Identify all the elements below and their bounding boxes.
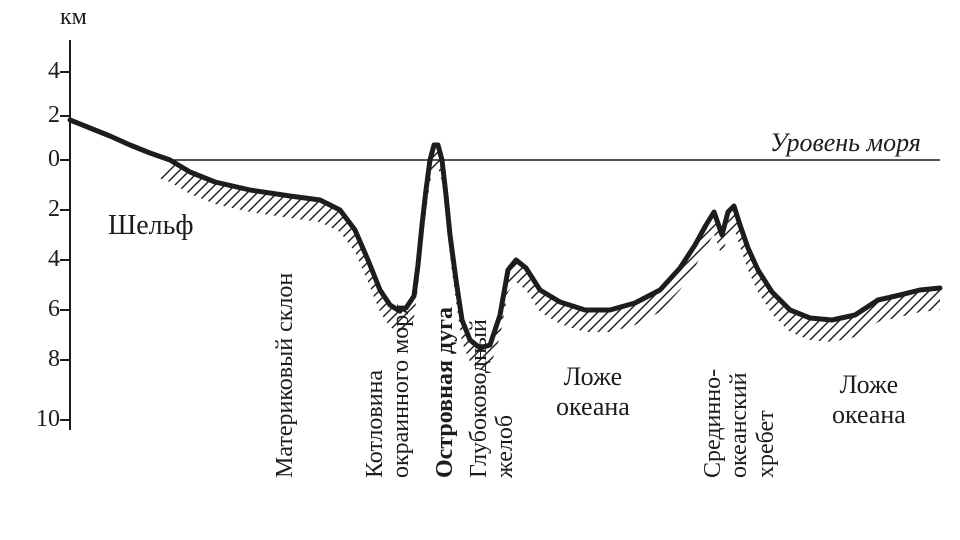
y-tick-label: 6: [20, 296, 60, 323]
label-ocean-bed-1: Ложе океана: [556, 362, 630, 422]
sea-level-label: Уровень моря: [770, 128, 921, 158]
label-shelf: Шельф: [108, 210, 194, 242]
label-marginal-basin: Котловина окраинного моря: [362, 304, 415, 478]
y-tick-label: 0: [20, 146, 60, 173]
y-tick-label: 8: [20, 346, 60, 373]
ocean-floor-diagram: км Уровень моря Шельф Ложе океана Ложе о…: [0, 0, 960, 540]
label-deep-trench: Глубоководный желоб: [466, 319, 519, 478]
y-tick-label: 10: [20, 406, 60, 433]
y-tick-label: 2: [20, 196, 60, 223]
y-tick-label: 4: [20, 58, 60, 85]
label-mid-ocean-ridge: Срединно- океанский хребет: [700, 369, 779, 478]
label-continental-slope: Материковый склон: [272, 273, 298, 478]
y-tick-label: 4: [20, 246, 60, 273]
label-ocean-bed-2: Ложе океана: [832, 370, 906, 430]
label-island-arc: Островная дуга: [432, 307, 458, 478]
y-axis-title: км: [60, 4, 87, 31]
y-tick-label: 2: [20, 102, 60, 129]
